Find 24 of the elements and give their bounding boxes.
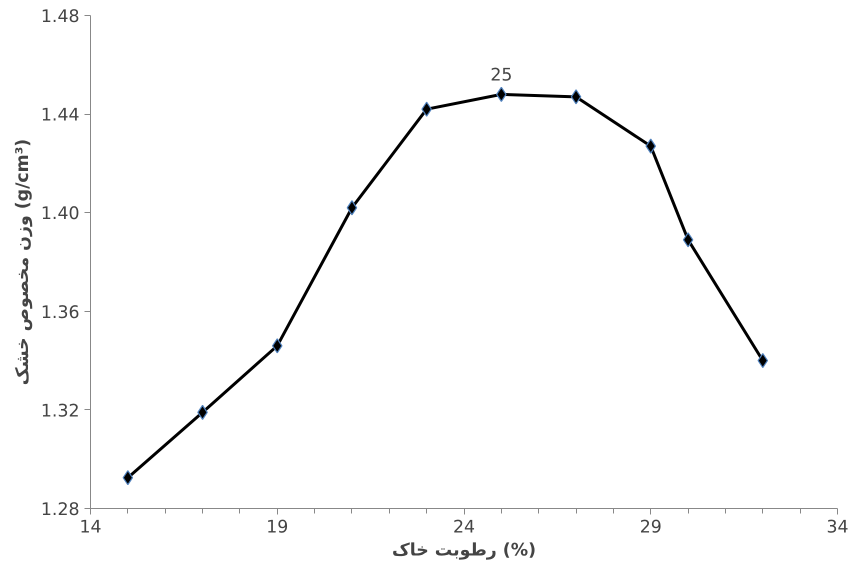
point — [272, 338, 283, 354]
y-tick-label: 1.32 — [40, 401, 80, 422]
y-tick-label: 1.40 — [40, 204, 80, 224]
point — [758, 353, 768, 368]
point — [570, 89, 582, 104]
point — [346, 200, 358, 216]
y-tick-label: 1.28 — [40, 500, 80, 520]
point — [496, 86, 507, 102]
y-tick-label: 1.44 — [40, 106, 80, 126]
point — [122, 470, 134, 486]
x-tick-label: 29 — [640, 518, 662, 538]
y-tick-label: 1.36 — [40, 302, 80, 323]
point — [682, 232, 694, 248]
point — [421, 102, 432, 117]
x-tick-label: 34 — [826, 518, 849, 538]
y-axis-title: وزن مخصوص خشک (g/cm³) — [12, 138, 33, 386]
x-tick-label: 14 — [79, 518, 102, 538]
x-axis-title: رطوبت خاک (%) — [392, 540, 536, 560]
annotation: 25 — [490, 65, 512, 86]
point — [197, 404, 208, 420]
point — [645, 138, 656, 154]
x-tick-label: 19 — [266, 518, 288, 538]
x-tick-label: 24 — [452, 518, 476, 538]
y-tick-label: 1.48 — [40, 7, 80, 27]
